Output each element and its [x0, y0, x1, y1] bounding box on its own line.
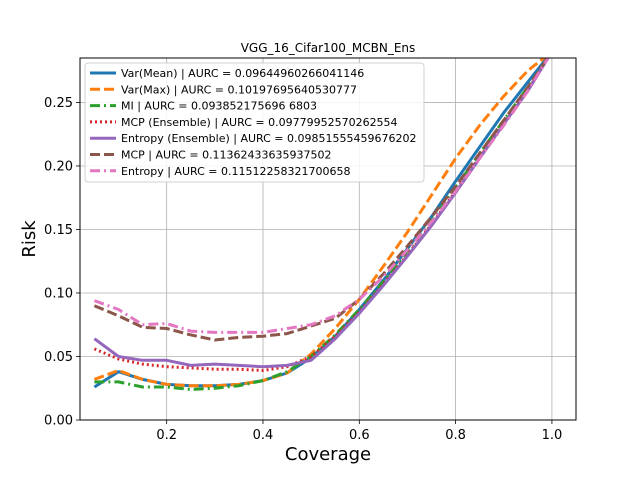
series-line-2 [93, 58, 547, 388]
y-axis-label: Risk [19, 220, 40, 258]
x-tick-label: 0.2 [156, 428, 177, 443]
x-tick-label: 0.6 [349, 428, 370, 443]
legend-label-1: Var(Mean) | AURC = 0.09644960266041146 [121, 67, 364, 80]
legend-box [84, 62, 425, 183]
legend-label-3: MI | AURC = 0.093852175696 6803 [121, 100, 317, 113]
series-line-1 [93, 58, 549, 389]
legend-label-2: Var(Max) | AURC = 0.10197695640530777 [121, 83, 357, 96]
legend: Var(Mean) | AURC = 0.09644960266041146 Va… [84, 62, 425, 183]
legend-label-7: Entropy | AURC = 0.11512258321700658 [121, 165, 350, 178]
x-tick-label: 0.4 [253, 428, 274, 443]
y-tick-label: 0.00 [44, 414, 73, 429]
series-line-6 [93, 58, 550, 342]
x-axis-label: Coverage [285, 444, 371, 465]
y-tick-label: 0.05 [44, 350, 73, 365]
legend-label-6: MCP | AURC = 0.11362433635937502 [121, 149, 332, 162]
series-line-7 [93, 58, 550, 334]
series-line-5 [93, 58, 550, 369]
legend-label-4: MCP (Ensemble) | AURC = 0.09779952570262… [121, 116, 398, 129]
series-lines [93, 58, 550, 391]
y-tick-label: 0.15 [44, 223, 73, 238]
chart-title: VGG_16_Cifar100_MCBN_Ens [241, 41, 416, 55]
y-tick-label: 0.20 [44, 159, 73, 174]
axis-ticks: 0.2 0.4 0.6 0.8 1.0 0.00 0.05 0.10 0.15 0.20 0.25 [44, 96, 562, 443]
y-tick-label: 0.25 [44, 96, 73, 111]
plot-frame [79, 57, 577, 421]
x-tick-label: 1.0 [542, 428, 563, 443]
y-tick-label: 0.10 [44, 286, 73, 301]
legend-label-5: Entropy (Ensemble) | AURC = 0.0985155545… [121, 132, 417, 145]
x-tick-label: 0.8 [445, 428, 466, 443]
